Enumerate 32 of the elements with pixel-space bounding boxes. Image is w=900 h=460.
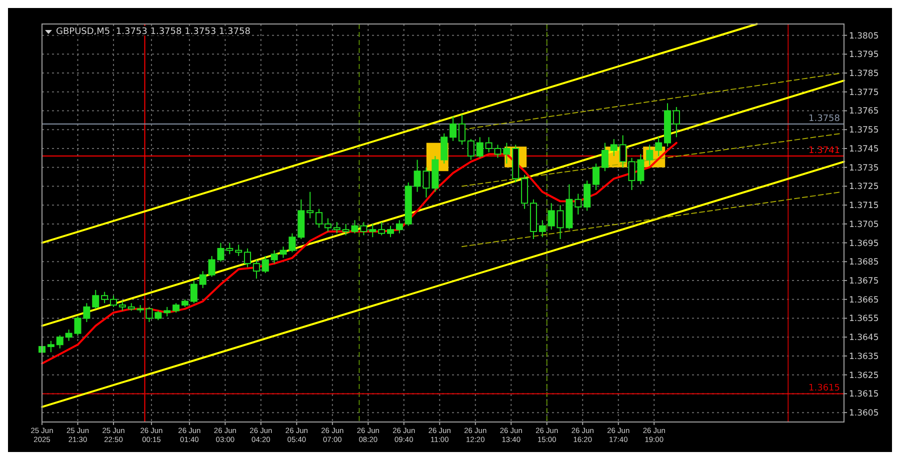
y-tick-label: 1.3705 [849,220,879,230]
y-tick-label: 1.3635 [849,352,879,362]
ref-line-label: 1.3615 [808,384,840,394]
candlestick [306,191,314,219]
candlestick [432,156,439,192]
y-tick-label: 1.3745 [849,144,879,154]
y-tick-label: 1.3625 [849,370,879,381]
y-tick-label: 1.3765 [849,106,879,117]
candlestick [512,144,520,183]
y-tick-label: 1.3685 [849,258,879,268]
candlestick [396,220,403,234]
y-tick-label: 1.3605 [849,408,879,419]
y-tick-label: 1.3695 [849,238,879,249]
y-tick-label: 1.3805 [849,31,879,42]
y-tick-label: 1.3775 [849,88,879,98]
candlestick [672,106,680,138]
y-tick-label: 1.3615 [849,390,879,400]
ref-line-label: 1.3758 [808,114,840,124]
y-tick-label: 1.3645 [849,333,879,344]
y-tick-label: 1.3715 [849,201,879,212]
y-tick-label: 1.3665 [849,295,879,306]
candlestick [235,244,242,257]
y-tick-label: 1.3755 [849,126,879,136]
ref-line-label: 1.3741 [808,146,840,156]
y-tick-label: 1.3735 [849,163,879,174]
y-tick-label: 1.3785 [849,69,879,80]
y-tick-label: 1.3655 [849,314,879,324]
y-tick-label: 1.3725 [849,182,879,192]
candlestick [450,116,457,142]
y-tick-label: 1.3795 [849,50,879,60]
candlestick [619,134,626,168]
y-tick-label: 1.3675 [849,276,879,287]
